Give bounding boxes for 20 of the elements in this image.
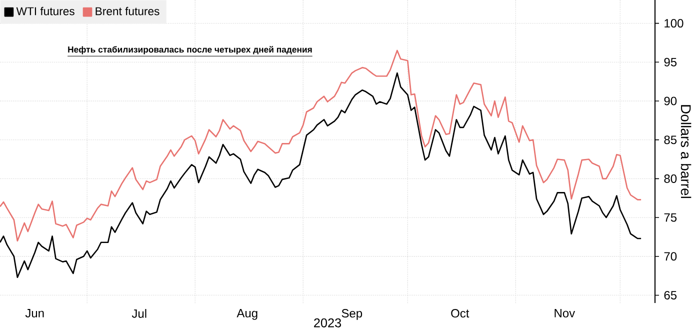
x-tick-label: Jun bbox=[25, 309, 44, 318]
y-tick-label: 75 bbox=[664, 213, 677, 222]
x-tick-label: Jul bbox=[132, 309, 146, 318]
legend-label: WTI futures bbox=[16, 6, 74, 16]
y-tick-label: 80 bbox=[664, 174, 677, 183]
text: Нефть стабилизировалась после четырех дней падения bbox=[68, 46, 312, 54]
x-tick-label: Sep bbox=[342, 309, 362, 320]
legend-label: Brent futures bbox=[96, 6, 160, 16]
x-axis-title: 2023 bbox=[314, 318, 342, 328]
line-series bbox=[0, 72, 642, 278]
y-tick-label: 70 bbox=[664, 252, 677, 261]
y-tick-label: 100 bbox=[664, 19, 684, 28]
y-tick-label: 65 bbox=[664, 290, 677, 300]
y-tick-label: 90 bbox=[664, 96, 677, 106]
y-tick-label: 85 bbox=[664, 136, 677, 144]
x-tick-label: Nov bbox=[554, 309, 576, 318]
y-tick-label: 95 bbox=[664, 58, 677, 66]
x-tick-label: Aug bbox=[236, 309, 258, 320]
y-axis-title: Dollars a barrel bbox=[680, 105, 692, 198]
x-tick-label: Oct bbox=[451, 309, 470, 318]
